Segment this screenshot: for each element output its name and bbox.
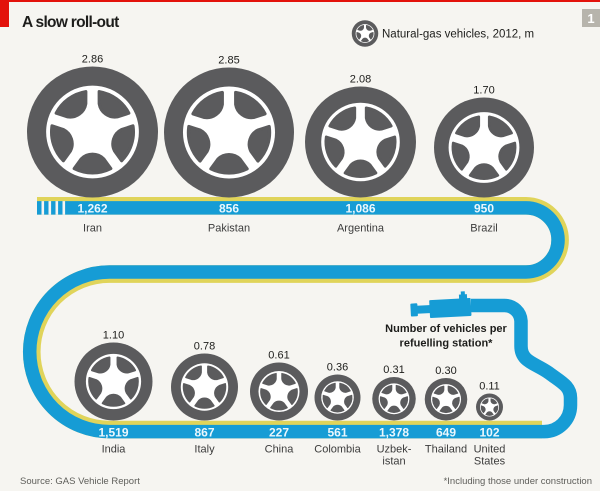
svg-text:Iran: Iran <box>83 223 102 235</box>
svg-text:China: China <box>265 444 295 456</box>
svg-text:*Including those under constru: *Including those under construction <box>444 476 592 487</box>
svg-text:227: 227 <box>269 425 289 439</box>
svg-text:1.10: 1.10 <box>103 330 124 342</box>
svg-text:0.61: 0.61 <box>268 350 289 362</box>
svg-text:Thailand: Thailand <box>425 444 467 456</box>
svg-text:Italy: Italy <box>194 444 215 456</box>
svg-text:Colombia: Colombia <box>314 444 361 456</box>
svg-text:1,262: 1,262 <box>77 201 107 215</box>
svg-text:Source: GAS Vehicle Report: Source: GAS Vehicle Report <box>20 476 140 487</box>
svg-text:States: States <box>474 456 506 468</box>
svg-text:1.70: 1.70 <box>473 85 494 97</box>
svg-text:1: 1 <box>587 11 594 26</box>
svg-text:2.85: 2.85 <box>218 55 239 67</box>
svg-text:Pakistan: Pakistan <box>208 223 250 235</box>
svg-text:0.36: 0.36 <box>327 362 348 374</box>
svg-text:2.08: 2.08 <box>350 74 371 86</box>
svg-text:0.30: 0.30 <box>435 365 456 377</box>
svg-text:refuelling station*: refuelling station* <box>400 338 494 350</box>
svg-text:856: 856 <box>219 201 239 215</box>
svg-text:United: United <box>474 444 506 456</box>
svg-text:Argentina: Argentina <box>337 223 385 235</box>
svg-text:1,378: 1,378 <box>379 425 409 439</box>
svg-text:2.86: 2.86 <box>82 54 103 66</box>
svg-text:561: 561 <box>327 425 347 439</box>
svg-text:102: 102 <box>479 425 499 439</box>
svg-text:0.11: 0.11 <box>479 381 500 393</box>
svg-text:Brazil: Brazil <box>470 223 498 235</box>
svg-text:649: 649 <box>436 425 456 439</box>
svg-text:0.78: 0.78 <box>194 341 215 353</box>
svg-text:867: 867 <box>194 425 214 439</box>
svg-text:India: India <box>102 444 127 456</box>
svg-text:1,519: 1,519 <box>98 425 128 439</box>
svg-text:0.31: 0.31 <box>383 364 404 376</box>
svg-text:A slow roll-out: A slow roll-out <box>22 14 119 31</box>
svg-text:Number of vehicles per: Number of vehicles per <box>385 323 507 335</box>
svg-text:950: 950 <box>474 201 494 215</box>
svg-text:1,086: 1,086 <box>345 201 375 215</box>
svg-text:istan: istan <box>382 456 405 468</box>
svg-text:Uzbek-: Uzbek- <box>377 444 412 456</box>
svg-text:Natural-gas vehicles, 2012, m: Natural-gas vehicles, 2012, m <box>382 29 534 41</box>
